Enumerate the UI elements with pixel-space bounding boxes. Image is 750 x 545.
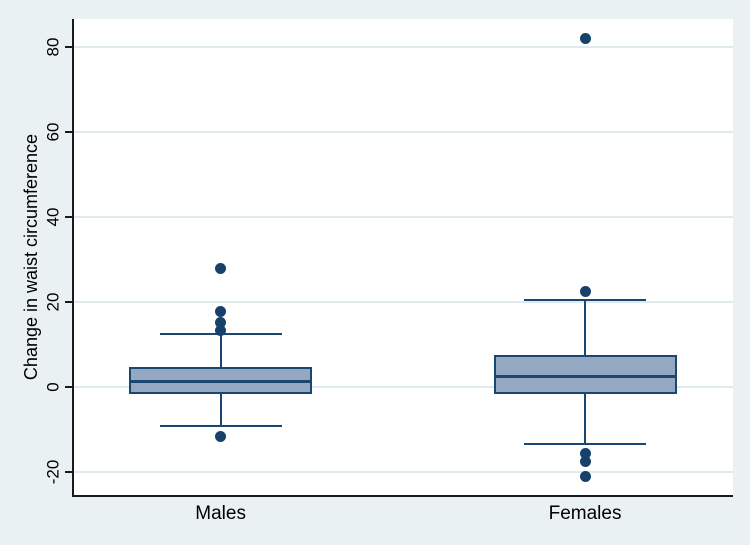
outlier-dot [579,33,591,45]
y-tick [65,131,73,134]
y-tick-label: 0 [43,382,63,393]
x-category-label: Females [548,503,622,524]
lower-whisker-line [219,392,222,426]
y-tick [65,216,73,219]
outlier-dot [215,316,227,328]
y-gridline [74,131,733,134]
lower-whisker-cap [159,424,282,427]
outlier-dot [215,430,227,442]
outlier-dot [215,306,227,318]
y-tick-label: 20 [43,293,63,312]
outlier-dot [215,262,227,274]
y-axis-line [72,19,74,497]
median-line [493,374,677,378]
y-tick [65,301,73,304]
upper-whisker-cap [524,299,647,302]
outlier-dot [215,324,227,336]
upper-whisker-line [584,300,587,357]
y-tick-label: 40 [43,208,63,227]
y-gridline [74,301,733,304]
y-gridline [74,386,733,389]
x-category-label: Males [195,503,246,524]
median-line [129,380,313,384]
y-tick [65,46,73,49]
y-gridline [74,216,733,219]
y-tick-label: 60 [43,123,63,142]
x-axis-line [72,495,733,497]
box-rect [493,355,677,394]
outlier-dot [579,286,591,298]
y-tick-label: 80 [43,38,63,57]
outlier-dot [579,456,591,468]
y-tick [65,471,73,474]
y-gridline [74,471,733,474]
outlier-dot [579,471,591,483]
y-axis-title: Change in waist circumference [21,133,41,381]
outlier-dot [579,447,591,459]
y-tick-label: -20 [43,460,63,485]
upper-whisker-line [219,334,222,369]
y-tick [65,386,73,389]
y-gridline [74,46,733,49]
lower-whisker-line [584,392,587,444]
lower-whisker-cap [524,442,647,445]
plot-area [74,19,733,495]
